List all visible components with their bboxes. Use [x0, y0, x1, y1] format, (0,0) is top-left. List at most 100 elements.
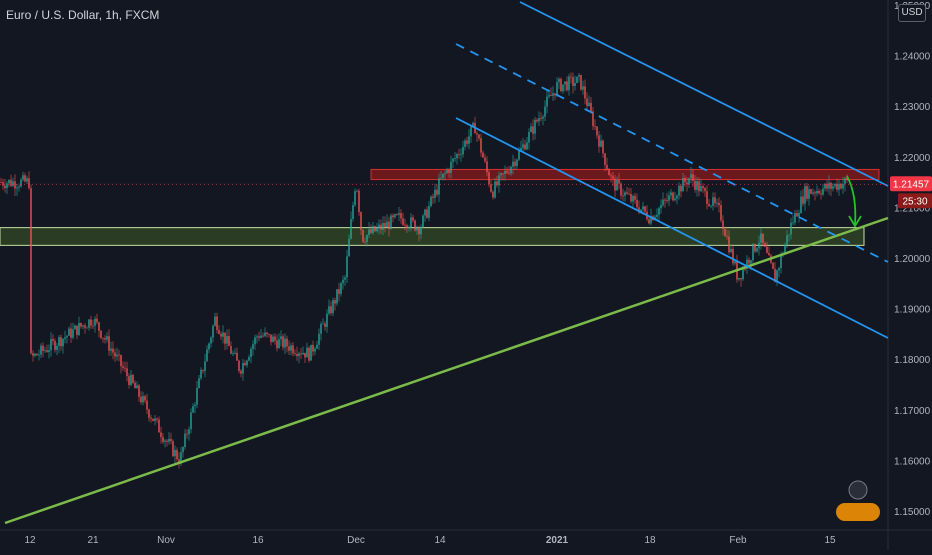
candle-body [834, 183, 836, 187]
candle-body [346, 256, 348, 278]
candle-body [10, 179, 12, 186]
candle-body [448, 169, 450, 173]
candle-body [124, 367, 126, 369]
candle-body [114, 352, 116, 357]
candle-body [130, 374, 132, 385]
candle-body [116, 354, 118, 357]
candle-body [704, 188, 706, 192]
last-price-label: 1.21457 [893, 179, 930, 190]
candle-body [230, 346, 232, 354]
candle-body [326, 313, 328, 327]
candle-body [558, 78, 560, 83]
candle-body [590, 102, 592, 112]
candle-body [350, 218, 352, 239]
time-tick-label: 15 [824, 535, 836, 546]
candle-body [388, 221, 390, 230]
candle-body [714, 197, 716, 204]
candle-body [80, 323, 82, 327]
candle-body [210, 337, 212, 344]
candle-body [312, 344, 314, 352]
candle-body [140, 396, 142, 403]
candle-body [88, 319, 90, 328]
candle-body [688, 178, 690, 185]
candle-body [412, 217, 414, 221]
candle-body [338, 289, 340, 294]
time-tick-label: Feb [729, 535, 747, 546]
candle-body [28, 178, 30, 189]
candle-body [476, 133, 478, 135]
candle-body [314, 348, 316, 352]
candle-body [822, 188, 824, 195]
time-tick-label: 16 [252, 535, 264, 546]
candle-body [522, 144, 524, 148]
candle-body [556, 82, 558, 96]
candle-body [368, 229, 370, 235]
candle-body [574, 83, 576, 86]
candle-body [570, 76, 572, 78]
candle-body [610, 175, 612, 177]
candle-body [842, 183, 844, 189]
candle-body [700, 186, 702, 192]
candle-body [640, 209, 642, 213]
candle-body [166, 440, 168, 442]
candle-body [254, 337, 256, 345]
candle-body [416, 227, 418, 231]
candle-body [596, 126, 598, 136]
candle-body [650, 216, 652, 224]
last-price-badge [890, 176, 932, 192]
candle-body [252, 344, 254, 349]
candle-body [724, 228, 726, 237]
candle-body [26, 178, 28, 182]
candle-body [392, 215, 394, 218]
rising-trendline [4, 216, 889, 525]
candle-body [76, 325, 78, 335]
candle-body [2, 182, 4, 186]
price-tick-label: 1.15000 [894, 507, 931, 518]
candle-body [324, 323, 326, 327]
candle-body [500, 173, 502, 176]
channel-lower-line [455, 117, 889, 339]
candle-body [32, 353, 34, 356]
candle-body [242, 362, 244, 374]
candle-body [806, 186, 808, 199]
candle-body [568, 76, 570, 91]
candle-body [682, 178, 684, 192]
candle-body [330, 306, 332, 314]
currency-button[interactable]: USD [898, 4, 926, 22]
price-tick-label: 1.18000 [894, 355, 931, 366]
candle-body [550, 95, 552, 96]
candle-body [738, 277, 740, 280]
candle-body [386, 221, 388, 227]
candle-body [722, 220, 724, 229]
candle-body [72, 329, 74, 338]
candle-body [266, 332, 268, 335]
candle-body [232, 353, 234, 355]
candle-body [634, 195, 636, 200]
candle-body [604, 153, 606, 165]
candle-body [588, 102, 590, 106]
candle-body [618, 179, 620, 184]
candle-body [624, 192, 626, 196]
candle-body [222, 332, 224, 337]
candle-body [694, 180, 696, 190]
time-tick-label: 12 [24, 535, 36, 546]
candle-body [712, 197, 714, 206]
candle-body [356, 190, 358, 192]
candle-body [528, 131, 530, 143]
candle-body [582, 86, 584, 90]
candle-body [150, 417, 152, 419]
candle-body [482, 152, 484, 158]
candle-body [120, 355, 122, 367]
candle-body [182, 447, 184, 453]
candle-body [404, 224, 406, 226]
candle-body [328, 306, 330, 314]
candle-body [424, 209, 426, 216]
candle-body [302, 352, 304, 355]
candle-body [616, 179, 618, 191]
candle-body [66, 335, 68, 338]
candle-body [292, 345, 294, 354]
candle-body [468, 136, 470, 144]
candle-body [600, 140, 602, 147]
